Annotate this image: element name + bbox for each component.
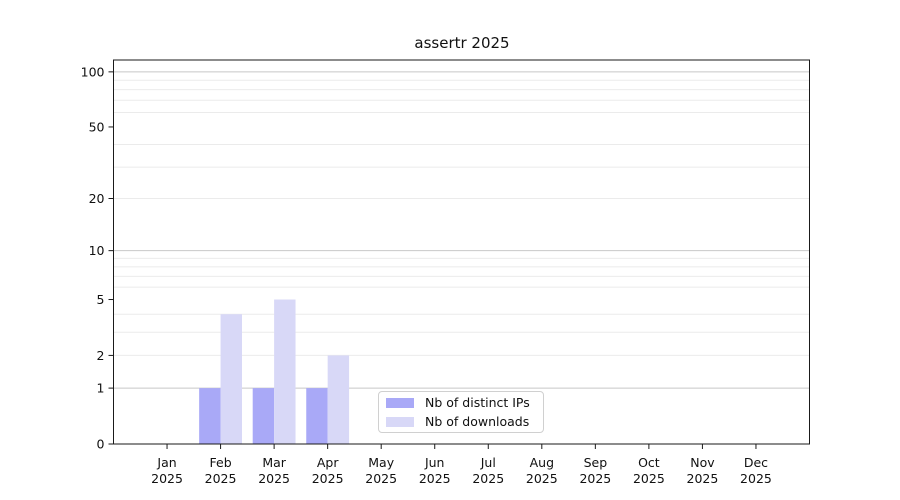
x-tick-label-month-mar: Mar: [262, 455, 286, 470]
y-tick-label-50: 50: [89, 119, 105, 134]
legend-swatch-distinct-ips-icon: [386, 397, 414, 408]
bar-downloads-feb: [220, 314, 242, 444]
chart-title: assertr 2025: [414, 34, 510, 52]
x-tick-label-month-sep: Sep: [584, 455, 608, 470]
bar-downloads-mar: [274, 299, 296, 444]
legend-label-distinct-ips: Nb of distinct IPs: [425, 395, 530, 410]
legend-swatch-downloads-icon: [386, 416, 414, 427]
x-tick-label-month-aug: Aug: [530, 455, 554, 470]
x-tick-label-year-jun: 2025: [419, 471, 451, 486]
legend-item-downloads: Nb of downloads: [379, 414, 543, 430]
x-tick-label-month-dec: Dec: [744, 455, 768, 470]
y-tick-label-5: 5: [97, 292, 105, 307]
x-tick-label-year-oct: 2025: [633, 471, 665, 486]
bar-distinct-ips-apr: [306, 388, 328, 444]
bar-downloads-apr: [327, 355, 350, 444]
x-tick-label-year-sep: 2025: [579, 471, 611, 486]
bar-distinct-ips-mar: [252, 388, 275, 444]
y-tick-label-10: 10: [89, 243, 105, 258]
bar-distinct-ips-feb: [199, 388, 221, 444]
x-tick-label-year-jan: 2025: [151, 471, 183, 486]
x-tick-label-year-may: 2025: [365, 471, 397, 486]
y-tick-label-2: 2: [97, 348, 105, 363]
x-tick-label-year-dec: 2025: [740, 471, 772, 486]
legend: Nb of distinct IPs Nb of downloads: [378, 391, 544, 433]
y-tick-label-1: 1: [97, 381, 105, 396]
x-tick-label-month-jun: Jun: [424, 455, 445, 470]
x-tick-label-month-jul: Jul: [480, 455, 496, 470]
x-tick-label-month-may: May: [368, 455, 394, 470]
y-tick-label-20: 20: [89, 191, 105, 206]
x-tick-label-month-oct: Oct: [638, 455, 660, 470]
y-tick-label-100: 100: [81, 64, 105, 79]
x-tick-label-month-jan: Jan: [156, 455, 176, 470]
x-tick-label-month-apr: Apr: [317, 455, 339, 470]
x-tick-label-month-nov: Nov: [690, 455, 715, 470]
x-tick-label-month-feb: Feb: [210, 455, 232, 470]
y-tick-label-0: 0: [97, 437, 105, 452]
x-tick-label-year-nov: 2025: [687, 471, 719, 486]
legend-item-distinct-ips: Nb of distinct IPs: [379, 395, 543, 411]
axes-spines: [113, 59, 810, 445]
x-tick-label-year-mar: 2025: [258, 471, 290, 486]
x-tick-label-year-jul: 2025: [472, 471, 504, 486]
x-tick-label-year-apr: 2025: [312, 471, 344, 486]
x-tick-label-year-aug: 2025: [526, 471, 558, 486]
legend-label-downloads: Nb of downloads: [425, 414, 530, 429]
x-tick-label-year-feb: 2025: [205, 471, 237, 486]
